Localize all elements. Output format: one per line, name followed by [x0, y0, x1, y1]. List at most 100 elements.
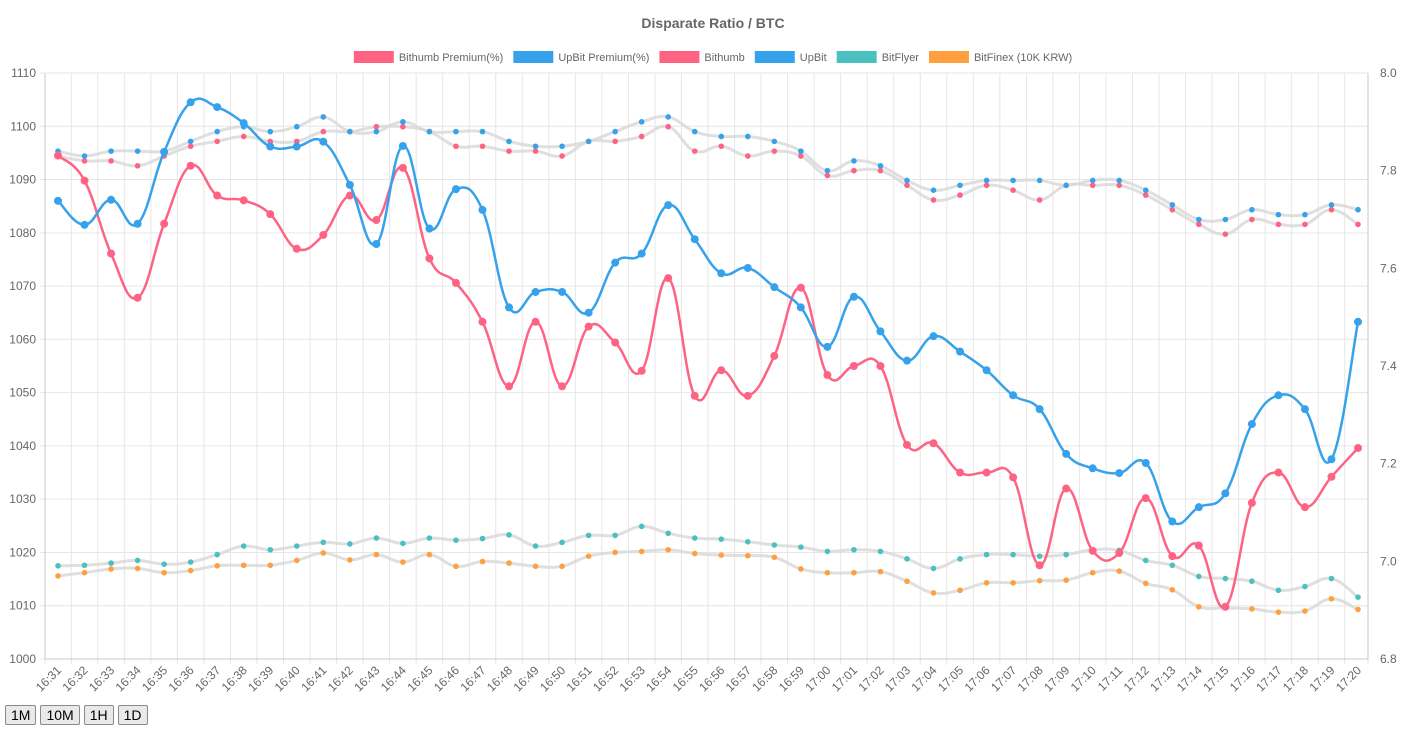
data-point[interactable]	[1010, 551, 1016, 558]
range-1d-button[interactable]: 1D	[117, 705, 148, 725]
data-point[interactable]	[187, 567, 194, 574]
data-point[interactable]	[1062, 484, 1071, 493]
data-point[interactable]	[612, 532, 618, 539]
data-point[interactable]	[426, 551, 433, 558]
data-point[interactable]	[108, 148, 114, 154]
data-point[interactable]	[771, 554, 778, 561]
data-point[interactable]	[1115, 548, 1124, 557]
data-point[interactable]	[1142, 187, 1149, 193]
data-point[interactable]	[240, 562, 247, 569]
data-point[interactable]	[957, 556, 963, 562]
data-point[interactable]	[559, 539, 565, 546]
data-point[interactable]	[1247, 420, 1256, 429]
data-point[interactable]	[160, 147, 169, 156]
data-point[interactable]	[1142, 580, 1149, 587]
data-point[interactable]	[1355, 594, 1361, 601]
data-point[interactable]	[161, 561, 167, 567]
data-point[interactable]	[80, 220, 89, 229]
data-point[interactable]	[1196, 573, 1202, 580]
data-point[interactable]	[532, 543, 539, 549]
data-point[interactable]	[1249, 606, 1255, 612]
data-point[interactable]	[453, 563, 459, 570]
data-point[interactable]	[293, 123, 300, 130]
data-point[interactable]	[373, 535, 380, 541]
data-point[interactable]	[690, 391, 699, 400]
data-point[interactable]	[1302, 211, 1308, 218]
data-point[interactable]	[293, 557, 300, 564]
data-point[interactable]	[214, 138, 220, 145]
data-point[interactable]	[451, 185, 460, 194]
data-point[interactable]	[876, 362, 885, 370]
data-point[interactable]	[638, 119, 645, 125]
data-point[interactable]	[479, 143, 486, 150]
data-point[interactable]	[559, 563, 565, 570]
data-point[interactable]	[983, 580, 990, 586]
data-point[interactable]	[796, 303, 805, 312]
data-point[interactable]	[1036, 197, 1043, 203]
data-point[interactable]	[1062, 449, 1071, 458]
data-point[interactable]	[108, 560, 114, 566]
data-point[interactable]	[214, 551, 220, 558]
data-point[interactable]	[824, 167, 831, 174]
data-point[interactable]	[240, 543, 247, 549]
data-point[interactable]	[160, 219, 169, 228]
data-point[interactable]	[81, 158, 88, 164]
data-point[interactable]	[426, 128, 433, 135]
data-point[interactable]	[665, 123, 672, 130]
data-point[interactable]	[796, 283, 805, 292]
data-point[interactable]	[877, 162, 884, 169]
data-point[interactable]	[717, 366, 726, 375]
data-point[interactable]	[506, 138, 512, 145]
data-point[interactable]	[1010, 580, 1016, 586]
data-point[interactable]	[691, 148, 698, 154]
data-point[interactable]	[1010, 177, 1016, 184]
data-point[interactable]	[877, 568, 884, 575]
data-point[interactable]	[319, 137, 328, 146]
data-point[interactable]	[107, 195, 116, 204]
data-point[interactable]	[824, 548, 831, 555]
data-point[interactable]	[240, 133, 247, 140]
data-point[interactable]	[584, 322, 593, 331]
data-point[interactable]	[849, 362, 858, 370]
data-point[interactable]	[1089, 569, 1096, 576]
data-point[interactable]	[1300, 503, 1309, 512]
data-point[interactable]	[479, 535, 486, 542]
data-point[interactable]	[319, 230, 328, 239]
data-point[interactable]	[1222, 216, 1229, 223]
data-point[interactable]	[902, 440, 911, 449]
data-point[interactable]	[983, 177, 990, 184]
data-point[interactable]	[743, 391, 752, 400]
data-point[interactable]	[1089, 182, 1096, 189]
data-point[interactable]	[585, 553, 592, 559]
data-point[interactable]	[453, 143, 459, 150]
data-point[interactable]	[1116, 568, 1123, 574]
data-point[interactable]	[1327, 472, 1336, 481]
data-point[interactable]	[691, 535, 698, 541]
data-point[interactable]	[1221, 489, 1230, 498]
data-point[interactable]	[479, 558, 486, 565]
data-point[interactable]	[930, 590, 937, 596]
data-point[interactable]	[293, 543, 300, 549]
data-point[interactable]	[956, 468, 965, 477]
data-point[interactable]	[851, 569, 857, 576]
data-point[interactable]	[134, 148, 141, 154]
data-point[interactable]	[664, 201, 673, 210]
data-point[interactable]	[798, 148, 804, 154]
data-point[interactable]	[798, 153, 804, 159]
data-point[interactable]	[81, 153, 88, 159]
data-point[interactable]	[425, 224, 434, 233]
data-point[interactable]	[983, 551, 990, 558]
data-point[interactable]	[637, 366, 646, 375]
data-point[interactable]	[638, 133, 645, 140]
data-point[interactable]	[1063, 551, 1069, 558]
data-point[interactable]	[824, 172, 831, 179]
data-point[interactable]	[1249, 578, 1255, 585]
data-point[interactable]	[717, 269, 726, 278]
data-point[interactable]	[1275, 221, 1282, 228]
data-point[interactable]	[1302, 583, 1308, 590]
data-point[interactable]	[957, 192, 963, 198]
data-point[interactable]	[187, 559, 194, 565]
data-point[interactable]	[1169, 206, 1176, 213]
data-point[interactable]	[347, 541, 353, 547]
legend-item[interactable]: BitFinex (10K KRW)	[928, 51, 1072, 64]
